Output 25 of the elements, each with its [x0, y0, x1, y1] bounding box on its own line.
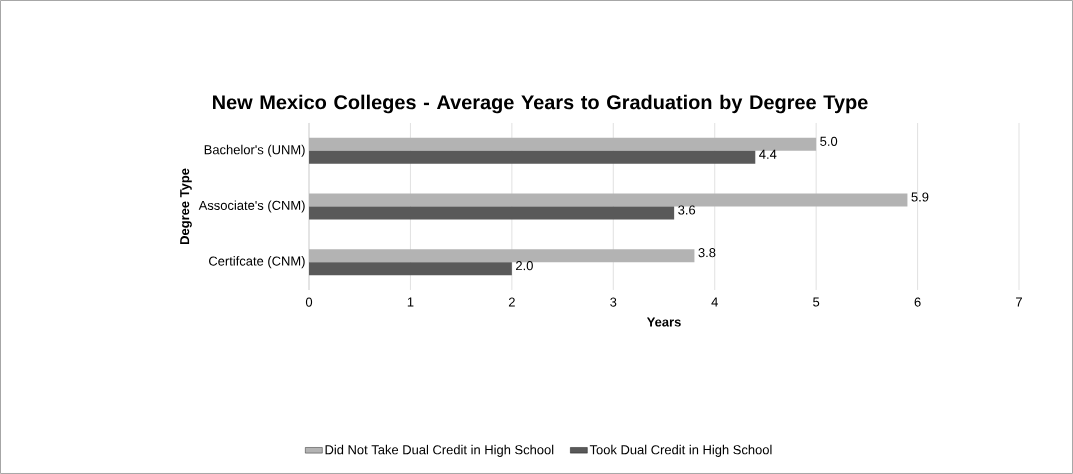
y-tick-label: Certifcate (CNM): [209, 256, 305, 269]
y-tick-label: Associate's (CNM): [198, 200, 305, 213]
x-tick-label: 4: [711, 297, 718, 307]
y-axis-title: Degree Type: [180, 168, 192, 245]
bar: [309, 150, 756, 164]
data-label: 5.0: [820, 136, 838, 146]
x-tick-label: 5: [813, 297, 820, 307]
data-label: 5.9: [911, 192, 929, 202]
x-tick-label: 3: [610, 297, 617, 307]
data-label: 3.6: [678, 205, 696, 215]
x-tick-label: 7: [1016, 297, 1022, 307]
x-tick-label: 2: [508, 297, 515, 307]
bar: [309, 262, 512, 276]
bar: [309, 206, 675, 220]
legend-label: Did Not Take Dual Credit in High School: [325, 444, 554, 457]
legend-label: Took Dual Credit in High School: [589, 444, 772, 457]
x-tick-label: 6: [914, 297, 921, 307]
y-tick-label: Bachelor's (UNM): [204, 144, 305, 157]
x-axis-title: Years: [646, 317, 681, 327]
x-tick-label: 0: [305, 297, 313, 307]
x-tick-label: 1: [407, 297, 414, 307]
data-label: 2.0: [516, 261, 533, 271]
data-label: 4.4: [759, 149, 777, 159]
chart-title: New Mexico Colleges - Average Years to Graduation by Degree Type: [213, 94, 868, 114]
data-label: 3.8: [698, 248, 716, 258]
